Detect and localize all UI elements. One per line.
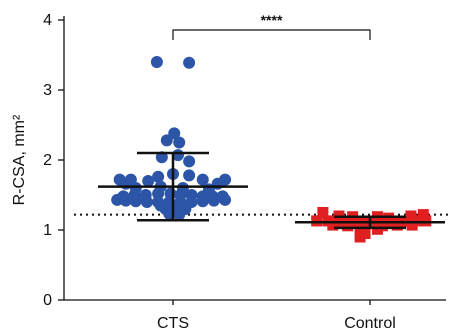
y-tick-label: 2 xyxy=(43,152,52,169)
x-tick-label: Control xyxy=(344,315,396,332)
data-point xyxy=(173,208,186,221)
data-point xyxy=(140,196,153,208)
significance-bracket-layer: **** xyxy=(172,12,371,40)
data-point xyxy=(119,194,132,207)
data-point xyxy=(405,210,417,222)
data-point xyxy=(327,219,339,231)
summary-bars-layer xyxy=(98,151,445,230)
significance-label: **** xyxy=(261,12,283,28)
data-point xyxy=(196,173,209,186)
y-tick-label: 0 xyxy=(43,292,52,309)
data-point xyxy=(129,195,142,208)
data-point xyxy=(342,220,354,232)
y-axis-label: R-CSA, mm² xyxy=(11,114,28,205)
data-point xyxy=(391,219,403,231)
data-point xyxy=(196,195,209,208)
data-point xyxy=(420,215,432,227)
data-point xyxy=(152,170,165,183)
data-point xyxy=(417,209,429,221)
data-point xyxy=(173,136,186,149)
data-point xyxy=(311,215,323,227)
data-point xyxy=(160,134,173,147)
x-tick-label: CTS xyxy=(157,315,189,332)
y-tick-label: 3 xyxy=(43,82,52,99)
y-tick-label: 4 xyxy=(43,12,52,29)
data-point xyxy=(317,207,329,218)
data-point xyxy=(183,155,196,168)
significance-bracket xyxy=(172,29,371,40)
data-point xyxy=(219,193,232,206)
data-point xyxy=(142,175,155,187)
data-point xyxy=(183,169,196,182)
y-tick-label: 1 xyxy=(43,222,52,239)
data-point xyxy=(354,231,366,243)
data-point xyxy=(111,193,124,206)
data-point xyxy=(207,194,220,207)
data-point xyxy=(152,187,165,200)
data-point xyxy=(183,56,196,69)
data-point xyxy=(150,56,163,68)
axes: 0 1 2 3 4 CTS Control xyxy=(43,12,446,332)
data-point xyxy=(371,223,383,235)
data-point xyxy=(406,219,418,231)
